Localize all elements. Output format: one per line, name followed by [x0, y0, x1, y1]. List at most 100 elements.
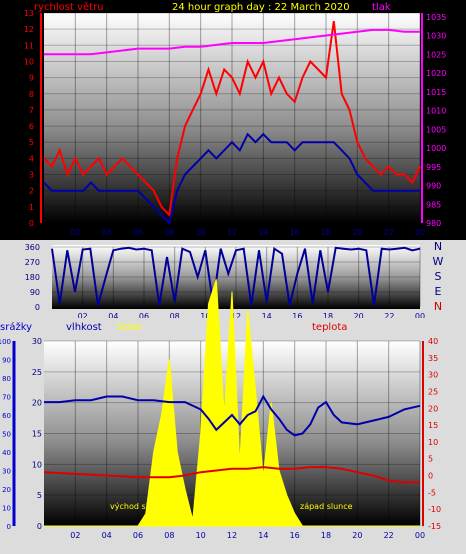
pressure-tick-label: 1030: [426, 32, 446, 41]
direction-tick-label: 270: [25, 258, 40, 267]
humidity-tick-label: 20: [32, 399, 42, 408]
humidity-tick-label: 0: [37, 522, 42, 531]
x-tick-label: 00: [415, 312, 425, 321]
x-tick-label: 12: [231, 312, 241, 321]
direction-tick-label: 180: [25, 273, 40, 282]
x-tick-label: 10: [200, 312, 210, 321]
humidity-label: vlhkost: [66, 322, 102, 333]
x-tick-label: 06: [133, 228, 143, 237]
panel-2-plot: [52, 245, 420, 309]
x-tick-label: 02: [78, 312, 88, 321]
x-tick-label: 18: [323, 312, 333, 321]
x-tick-label: 04: [102, 531, 112, 540]
x-tick-label: 02: [70, 228, 80, 237]
compass-label: W: [433, 255, 444, 268]
x-tick-label: 20: [352, 228, 362, 237]
pressure-tick-label: 1010: [426, 107, 446, 116]
pressure-tick-label: 985: [426, 200, 441, 209]
rain-tick-label: 100: [0, 338, 11, 346]
rain-tick-label: 50: [2, 431, 11, 439]
x-tick-label: 14: [258, 228, 268, 237]
temperature-tick-label: 0: [428, 472, 433, 481]
humidity-line: [44, 394, 421, 437]
x-tick-label: 18: [321, 228, 331, 237]
wind-tick-label: 7: [29, 106, 34, 115]
rain-tick-label: 40: [2, 449, 11, 457]
compass-label: N: [434, 240, 442, 253]
compass-label: S: [435, 270, 442, 283]
compass-label: N: [434, 300, 442, 313]
pressure-tick-label: 1035: [426, 13, 446, 22]
wind-tick-label: 13: [24, 9, 34, 18]
humidity-tick-label: 5: [37, 491, 42, 500]
x-tick-label: 16: [290, 228, 300, 237]
temperature-tick-label: -10: [428, 505, 441, 514]
direction-tick-label: 360: [25, 243, 40, 252]
x-tick-label: 16: [290, 531, 300, 540]
pressure-tick-label: 1015: [426, 88, 446, 97]
direction-tick-label: 90: [30, 288, 40, 297]
wind-tick-label: 4: [29, 154, 34, 163]
pressure-tick-label: 1000: [426, 144, 446, 153]
wind-direction-line: [51, 246, 421, 306]
wind-speed-label: rychlost větru: [34, 1, 104, 13]
rain-tick-label: 10: [2, 505, 11, 513]
rain-tick-label: 80: [2, 375, 11, 383]
wind-tick-label: 12: [24, 25, 34, 34]
rain-tick-label: 20: [2, 486, 11, 494]
wind-tick-label: 2: [29, 187, 34, 196]
pressure-line: [44, 28, 420, 56]
temperature-tick-label: 20: [428, 404, 438, 413]
x-tick-label: 08: [164, 531, 174, 540]
x-tick-label: 08: [170, 312, 180, 321]
rain-tick-label: 0: [7, 523, 11, 531]
humidity-tick-label: 25: [32, 368, 42, 377]
x-tick-label: 16: [292, 312, 302, 321]
x-tick-label: 22: [384, 228, 394, 237]
x-tick-label: 04: [108, 312, 118, 321]
wind-tick-label: 6: [29, 122, 34, 131]
x-tick-label: 06: [139, 312, 149, 321]
pressure-tick-label: 1025: [426, 50, 446, 59]
temperature-label: teplota: [312, 322, 347, 333]
sunset-annotation: západ slunce: [300, 502, 353, 511]
x-tick-label: 22: [384, 312, 394, 321]
sunrise-annotation: východ slunce: [110, 502, 167, 511]
x-tick-label: 14: [262, 312, 272, 321]
chart-title: 24 hour graph day : 22 March 2020: [172, 2, 350, 13]
wind-tick-label: 8: [29, 90, 34, 99]
temperature-tick-label: -5: [428, 488, 436, 497]
x-tick-label: 18: [321, 531, 331, 540]
pressure-tick-label: 980: [426, 219, 441, 228]
pressure-tick-label: 1005: [426, 125, 446, 134]
x-tick-label: 20: [352, 531, 362, 540]
x-tick-label: 14: [258, 531, 268, 540]
wind-speed-line: [43, 20, 421, 218]
pressure-tick-label: 1020: [426, 69, 446, 78]
x-tick-label: 20: [354, 312, 364, 321]
wind-average-line: [43, 132, 420, 226]
temperature-tick-label: 30: [428, 371, 438, 380]
solar-label: Solar: [117, 322, 143, 333]
humidity-tick-label: 10: [32, 460, 42, 469]
compass-label: E: [435, 285, 442, 298]
solar-area: [44, 279, 420, 527]
pressure-tick-label: 995: [426, 163, 441, 172]
humidity-tick-label: 15: [32, 430, 42, 439]
temperature-line: [43, 466, 420, 484]
wind-tick-label: 11: [24, 41, 34, 50]
wind-tick-label: 3: [29, 171, 34, 180]
x-tick-label: 00: [415, 531, 425, 540]
rain-tick-label: 90: [2, 357, 11, 365]
temperature-tick-label: 5: [428, 455, 433, 464]
x-tick-label: 00: [415, 228, 425, 237]
x-tick-label: 02: [70, 531, 80, 540]
wind-tick-label: 5: [29, 138, 34, 147]
rain-label: srážky: [0, 321, 32, 333]
x-tick-label: 06: [133, 531, 143, 540]
humidity-tick-label: 30: [32, 337, 42, 346]
pressure-label: tlak: [372, 2, 391, 13]
wind-tick-label: 9: [29, 74, 34, 83]
